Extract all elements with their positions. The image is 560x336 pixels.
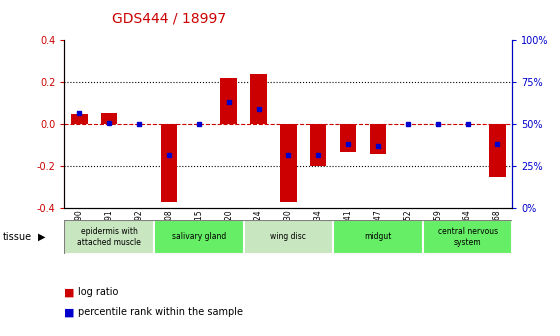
- Text: GDS444 / 18997: GDS444 / 18997: [112, 12, 226, 26]
- Bar: [221, 78, 237, 124]
- Bar: [280, 124, 297, 202]
- Text: central nervous
system: central nervous system: [437, 227, 498, 247]
- Text: epidermis with
attached muscle: epidermis with attached muscle: [77, 227, 141, 247]
- Text: salivary gland: salivary gland: [172, 233, 226, 241]
- Bar: [244, 220, 333, 254]
- Text: ■: ■: [64, 287, 75, 297]
- Bar: [370, 124, 386, 154]
- Text: tissue: tissue: [3, 232, 32, 242]
- Text: log ratio: log ratio: [78, 287, 119, 297]
- Text: midgut: midgut: [365, 233, 391, 241]
- Bar: [161, 124, 177, 202]
- Bar: [423, 220, 512, 254]
- Bar: [340, 124, 356, 152]
- Bar: [154, 220, 244, 254]
- Text: percentile rank within the sample: percentile rank within the sample: [78, 307, 244, 318]
- Bar: [333, 220, 423, 254]
- Bar: [101, 113, 118, 124]
- Text: wing disc: wing disc: [270, 233, 306, 241]
- Bar: [310, 124, 326, 166]
- Bar: [71, 114, 87, 124]
- Bar: [250, 74, 267, 124]
- Bar: [64, 220, 154, 254]
- Bar: [489, 124, 506, 177]
- Text: ▶: ▶: [38, 232, 45, 242]
- Text: ■: ■: [64, 307, 75, 318]
